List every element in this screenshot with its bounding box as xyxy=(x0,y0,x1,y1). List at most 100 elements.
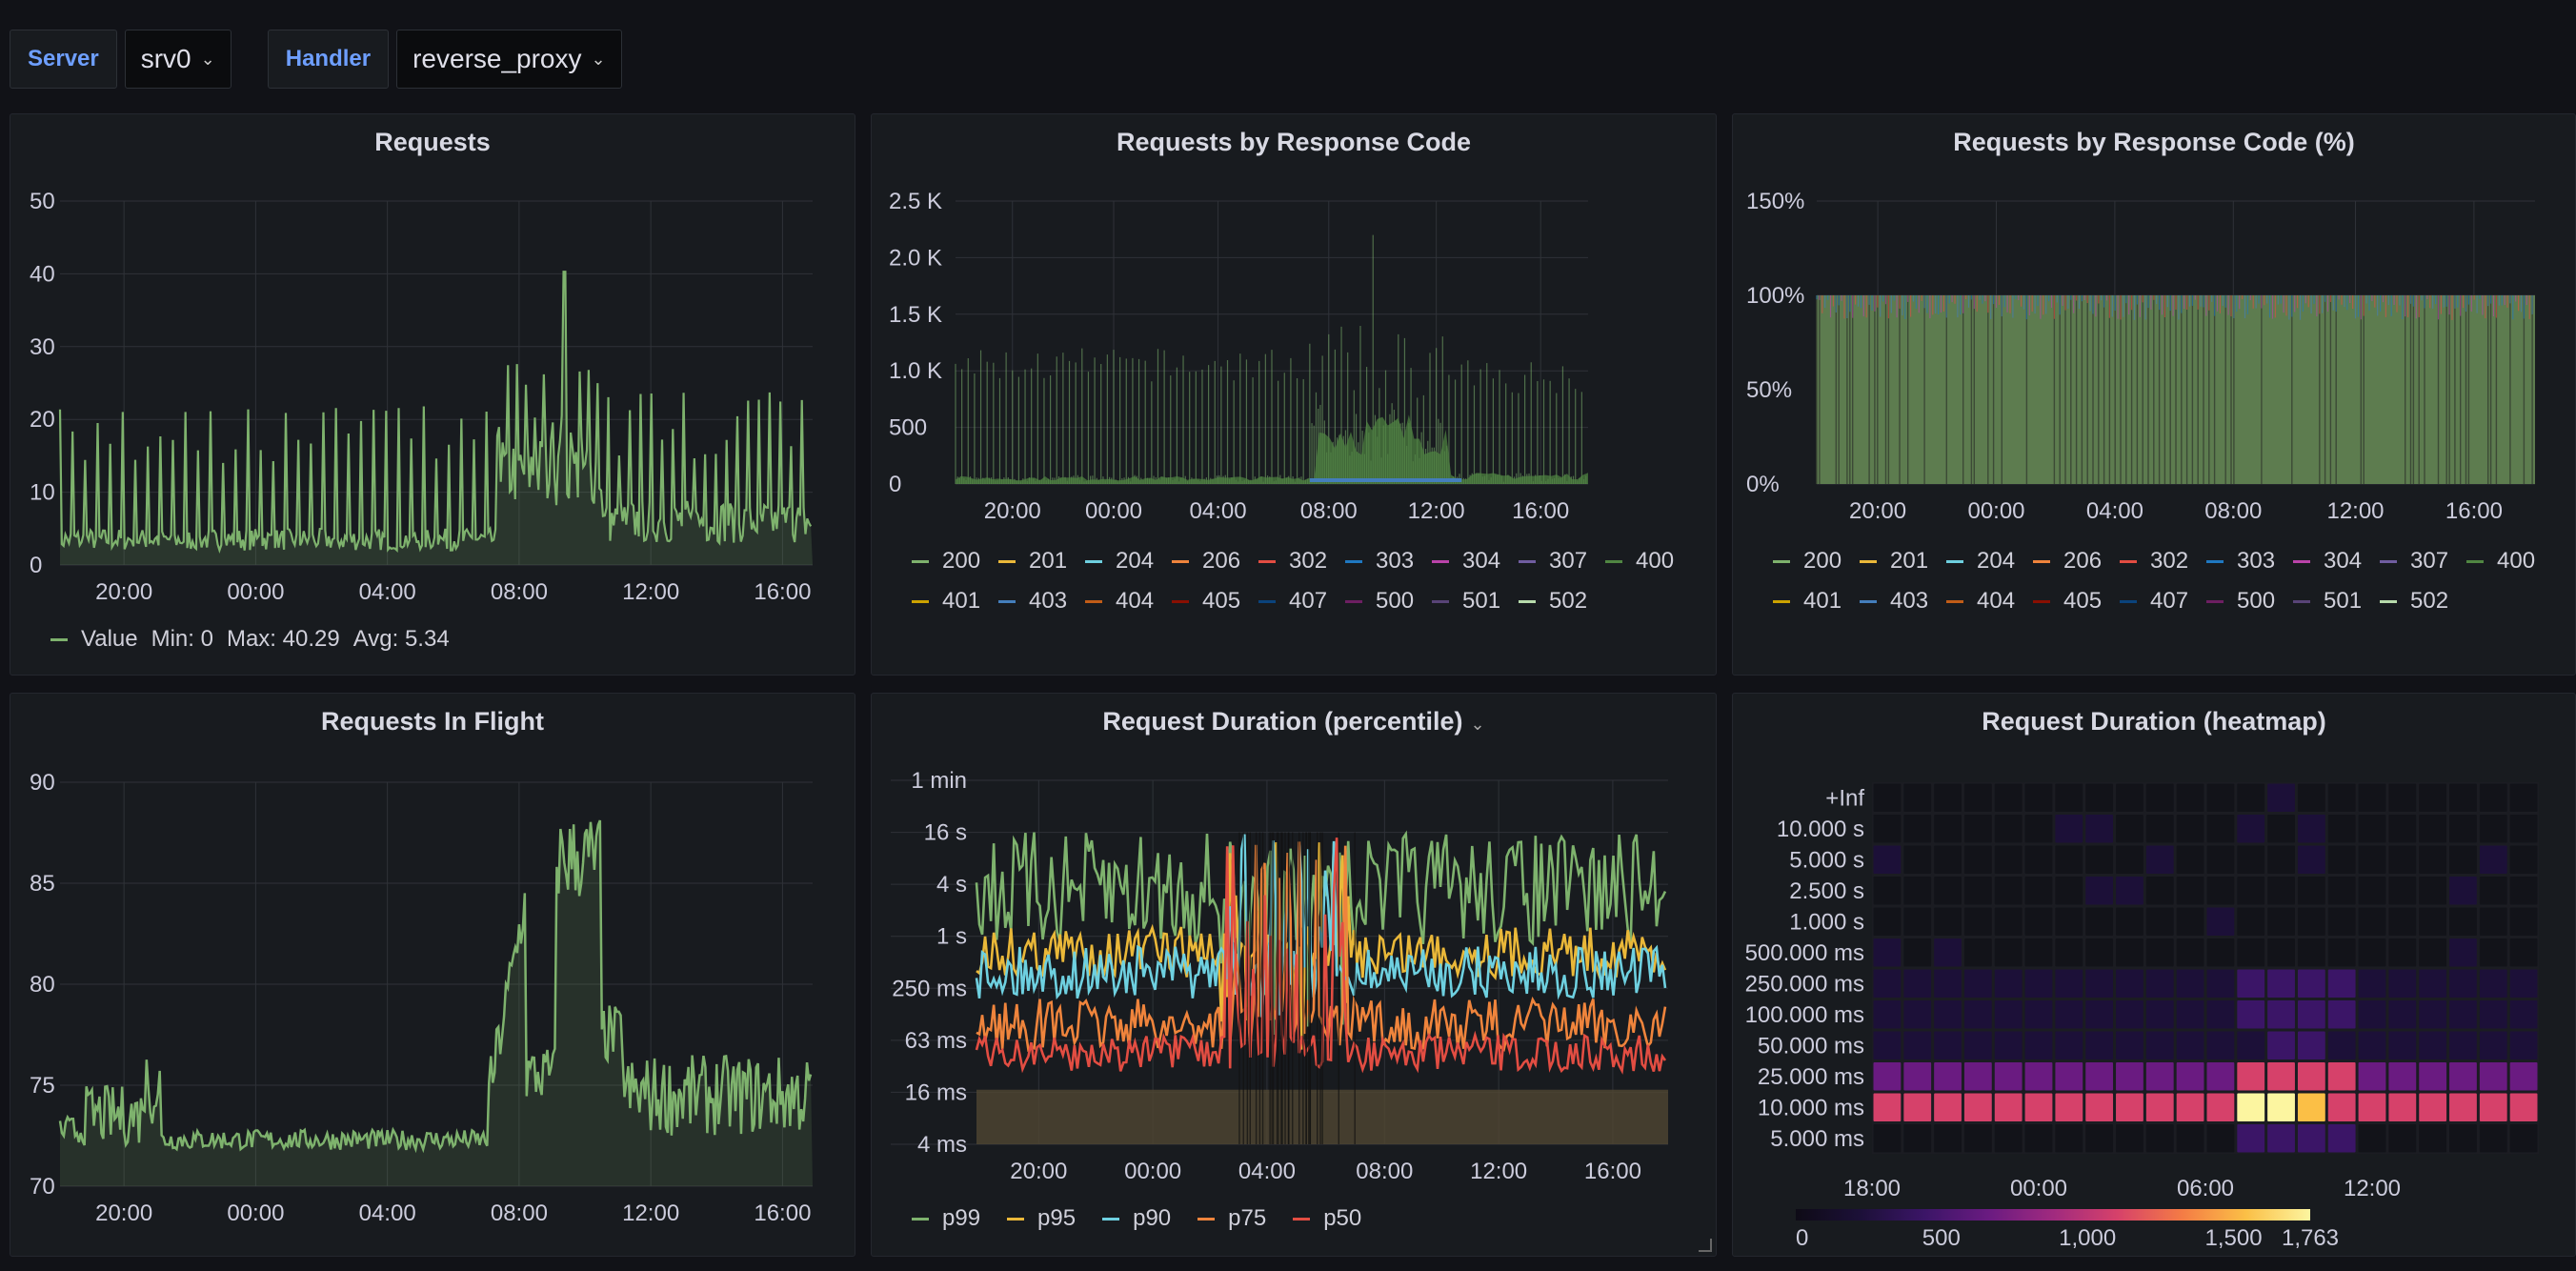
heatmap-cell xyxy=(1873,815,1902,843)
heatmap-cell xyxy=(2327,1000,2356,1029)
handler-variable-select[interactable]: reverse_proxy ⌄ xyxy=(396,30,622,89)
heatmap-cell xyxy=(2297,1093,2325,1121)
panel-title[interactable]: Request Duration (percentile) ⌄ xyxy=(872,707,1716,736)
legend-item-200[interactable]: 200 xyxy=(912,541,998,581)
y-tick-label: 50 xyxy=(30,189,55,214)
heatmap-cell xyxy=(2479,1031,2507,1059)
heatmap-cell xyxy=(2206,1093,2235,1121)
heatmap-cell xyxy=(1963,907,1992,936)
legend-item-201[interactable]: 201 xyxy=(1860,541,1946,581)
heatmap-cell xyxy=(2024,1062,2053,1091)
requests-in-flight-panel[interactable]: Requests In Flight 90 85 80 75 70 20:00 00:00 0… xyxy=(10,693,855,1257)
heatmap-cell xyxy=(2449,815,2477,843)
legend-item-307[interactable]: 307 xyxy=(1519,541,1605,581)
y-tick-label: 40 xyxy=(30,261,55,287)
legend-item-value[interactable]: Value Min: 0 Max: 40.29 Avg: 5.34 xyxy=(50,619,450,659)
heatmap-cell xyxy=(2419,845,2447,874)
legend-label: 204 xyxy=(1116,548,1155,574)
requests-by-code-pct-panel[interactable]: Requests by Response Code (%) 150% 100% 50… xyxy=(1732,113,2576,676)
heatmap-cell xyxy=(1994,1000,2023,1029)
legend-item-501[interactable]: 501 xyxy=(1432,581,1519,621)
legend-item-p75[interactable]: p75 xyxy=(1197,1199,1266,1239)
heatmap-cell xyxy=(2085,1093,2114,1121)
heatmap-cell xyxy=(2237,815,2265,843)
legend-item-303[interactable]: 303 xyxy=(2206,541,2293,581)
resize-handle[interactable] xyxy=(1699,1239,1712,1252)
heatmap-cell xyxy=(2327,1062,2356,1091)
legend-item-p99[interactable]: p99 xyxy=(912,1199,980,1239)
legend-item-303[interactable]: 303 xyxy=(1345,541,1432,581)
legend-item-p90[interactable]: p90 xyxy=(1102,1199,1171,1239)
y-tick-label: 0% xyxy=(1746,472,1780,497)
legend-item-401[interactable]: 401 xyxy=(1773,581,1860,621)
heatmap-cell xyxy=(2297,1124,2325,1153)
x-tick-label: 08:00 xyxy=(1300,498,1358,524)
legend-item-302[interactable]: 302 xyxy=(2120,541,2206,581)
y-tick-label: 16 ms xyxy=(905,1079,967,1105)
heatmap-cell xyxy=(2509,845,2538,874)
heatmap-cell xyxy=(1934,1093,1962,1121)
handler-variable-label: Handler xyxy=(267,30,390,89)
legend-item-405[interactable]: 405 xyxy=(1172,581,1258,621)
server-variable-select[interactable]: srv0 ⌄ xyxy=(124,30,231,89)
legend-item-404[interactable]: 404 xyxy=(1085,581,1172,621)
legend-item-403[interactable]: 403 xyxy=(1860,581,1946,621)
legend-item-204[interactable]: 204 xyxy=(1085,541,1172,581)
heatmap-cell xyxy=(1994,815,2023,843)
legend-max: Max: 40.29 xyxy=(226,626,340,652)
heatmap-cell xyxy=(2358,783,2386,812)
request-duration-heatmap-panel[interactable]: Request Duration (heatmap) +Inf 10.000 s 5… xyxy=(1732,693,2576,1257)
heatmap-cell xyxy=(2145,1062,2174,1091)
y-tick-label: 250.000 ms xyxy=(1745,971,1864,997)
heatmap-cell xyxy=(1934,815,1962,843)
legend-item-p50[interactable]: p50 xyxy=(1293,1199,1361,1239)
legend-item-200[interactable]: 200 xyxy=(1773,541,1860,581)
legend-item-304[interactable]: 304 xyxy=(2293,541,2380,581)
legend-item-400[interactable]: 400 xyxy=(1605,541,1692,581)
legend-item-201[interactable]: 201 xyxy=(998,541,1085,581)
legend-label: p75 xyxy=(1228,1205,1267,1231)
legend-item-501[interactable]: 501 xyxy=(2293,581,2380,621)
requests-by-code-panel[interactable]: Requests by Response Code 2.5 K 2.0 K 1.5 … xyxy=(871,113,1717,676)
series-line xyxy=(58,819,813,1154)
heatmap-cell xyxy=(2509,1062,2538,1091)
legend-item-401[interactable]: 401 xyxy=(912,581,998,621)
heatmap-cell xyxy=(1963,1093,1992,1121)
heatmap-cell xyxy=(1994,845,2023,874)
legend-item-206[interactable]: 206 xyxy=(2033,541,2120,581)
heatmap-cell xyxy=(2176,783,2204,812)
request-duration-percentile-panel[interactable]: Request Duration (percentile) ⌄ 1 min 16 s… xyxy=(871,693,1717,1257)
legend-swatch xyxy=(912,1217,929,1221)
heatmap-cell xyxy=(2388,1062,2417,1091)
heatmap-cell xyxy=(2509,907,2538,936)
legend-item-206[interactable]: 206 xyxy=(1172,541,1258,581)
legend-item-307[interactable]: 307 xyxy=(2380,541,2466,581)
legend-item-400[interactable]: 400 xyxy=(2466,541,2553,581)
legend-label: 201 xyxy=(1890,548,1929,574)
y-tick-label: 50.000 ms xyxy=(1758,1033,1864,1059)
legend-item-405[interactable]: 405 xyxy=(2033,581,2120,621)
legend-item-304[interactable]: 304 xyxy=(1432,541,1519,581)
legend-item-404[interactable]: 404 xyxy=(1946,581,2033,621)
legend-label: 501 xyxy=(2324,588,2363,614)
y-tick-label: 80 xyxy=(30,972,55,998)
legend-item-p95[interactable]: p95 xyxy=(1007,1199,1076,1239)
chevron-down-icon[interactable]: ⌄ xyxy=(1470,715,1485,734)
legend-item-500[interactable]: 500 xyxy=(2206,581,2293,621)
legend-item-407[interactable]: 407 xyxy=(2120,581,2206,621)
heatmap-cell xyxy=(2085,907,2114,936)
requests-panel[interactable]: Requests 50 40 30 20 10 0 20:00 00:00 04:00 08:00… xyxy=(10,113,855,676)
heatmap-cell xyxy=(2116,877,2143,905)
legend-item-500[interactable]: 500 xyxy=(1345,581,1432,621)
x-tick-label: 00:00 xyxy=(1085,498,1142,524)
legend-item-204[interactable]: 204 xyxy=(1946,541,2033,581)
heatmap-cell xyxy=(2176,1031,2204,1059)
legend-item-403[interactable]: 403 xyxy=(998,581,1085,621)
legend-series-name: Value xyxy=(81,626,138,652)
x-tick-label: 20:00 xyxy=(95,579,152,605)
legend-item-502[interactable]: 502 xyxy=(1519,581,1605,621)
legend-item-407[interactable]: 407 xyxy=(1258,581,1345,621)
heatmap-cell xyxy=(1994,969,2023,998)
legend-item-302[interactable]: 302 xyxy=(1258,541,1345,581)
legend-item-502[interactable]: 502 xyxy=(2380,581,2466,621)
